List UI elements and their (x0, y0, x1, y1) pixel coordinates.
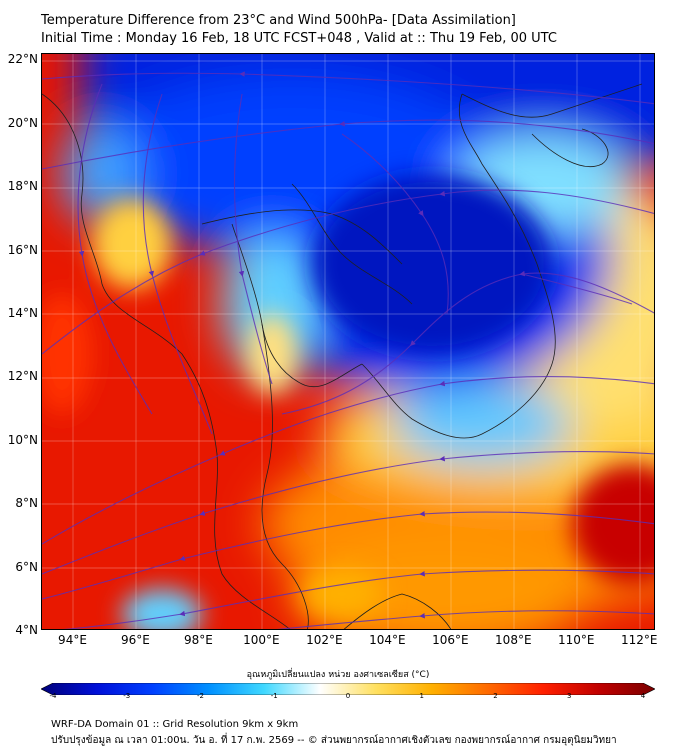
longitude-tick-label: 94°E (58, 633, 87, 647)
temperature-field (42, 54, 654, 629)
colorbar-tick-label: -3 (123, 692, 131, 700)
latitude-tick-label: 16°N (7, 242, 38, 257)
footer-update-info: ปรับปรุงข้อมูล ณ เวลา 01:00น. วัน อ. ที่… (51, 735, 617, 746)
longitude-tick-label: 110°E (558, 633, 595, 647)
colorbar-tick-label: -2 (197, 692, 204, 700)
latitude-tick-label: 10°N (7, 432, 38, 447)
colorbar-tick-label: -1 (270, 692, 278, 700)
longitude-tick-label: 100°E (243, 633, 280, 647)
longitude-tick-label: 104°E (369, 633, 406, 647)
colorbar-tick-label: 4 (640, 692, 646, 700)
colorbar (40, 680, 656, 696)
latitude-tick-label: 6°N (15, 559, 38, 574)
longitude-tick-label: 112°E (621, 633, 658, 647)
latitude-tick-label: 4°N (15, 623, 38, 637)
map-canvas (42, 54, 654, 629)
chart-subtitle: Initial Time : Monday 16 Feb, 18 UTC FCS… (41, 31, 557, 46)
colorbar-title: อุณหภูมิเปลี่ยนแปลง หน่วย องศาเซลเซียส (… (246, 670, 430, 680)
colorbar-tick-label: 1 (419, 692, 424, 700)
latitude-tick-label: 8°N (15, 496, 38, 511)
colorbar-tick-label: 2 (493, 692, 498, 700)
longitude-tick-label: 108°E (495, 633, 532, 647)
longitude-tick-label: 98°E (183, 633, 213, 647)
latitude-tick-label: 14°N (7, 305, 38, 320)
longitude-tick-label: 102°E (306, 633, 343, 647)
longitude-tick-label: 96°E (121, 633, 150, 647)
footer-model-info: WRF-DA Domain 01 :: Grid Resolution 9km … (51, 719, 299, 730)
latitude-tick-label: 22°N (7, 52, 38, 67)
wind-streamlines (42, 71, 654, 629)
longitude-tick-label: 106°E (432, 633, 469, 647)
temperature-wind-map (41, 53, 655, 630)
latitude-tick-label: 12°N (7, 369, 38, 384)
colorbar-tick-label: 3 (567, 692, 572, 700)
colorbar-tick-label: -4 (49, 692, 57, 700)
latitude-tick-label: 20°N (7, 115, 38, 130)
chart-title: Temperature Difference from 23°C and Win… (41, 13, 516, 28)
colorbar-tick-label: 0 (345, 692, 351, 700)
latitude-tick-label: 18°N (7, 179, 38, 194)
